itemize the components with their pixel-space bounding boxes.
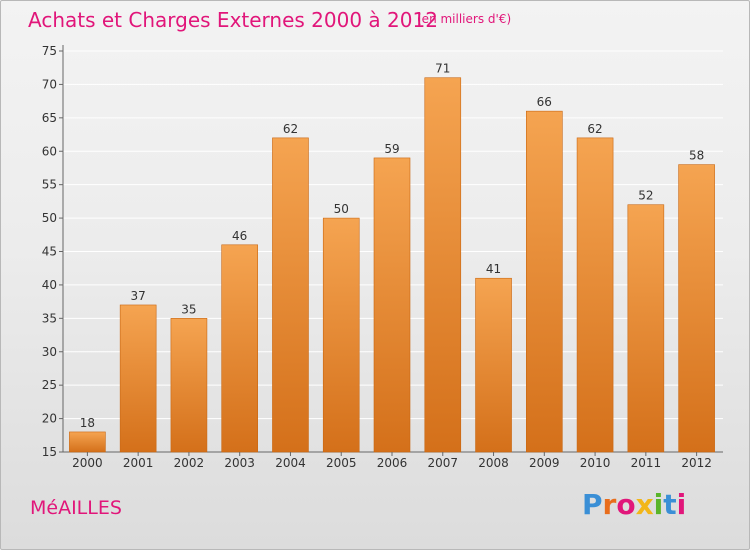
proxiti-logo: Proxiti [582, 488, 686, 521]
bar-value-labels: 18 37 35 46 62 50 59 71 41 66 62 52 58 [80, 62, 705, 430]
y-tick-label: 30 [42, 345, 57, 359]
y-tick-label: 50 [42, 211, 57, 225]
bar-2000 [69, 431, 106, 453]
bar-value-label: 50 [334, 202, 349, 216]
bar-value-label: 62 [283, 122, 298, 136]
y-tick-label: 15 [42, 445, 57, 459]
commune-name: MéAILLES [30, 497, 122, 519]
x-tick-label: 2003 [224, 456, 255, 470]
bar-value-label: 35 [181, 302, 196, 316]
x-tick-labels: 2000 2001 2002 2003 2004 2005 2006 2007 2008 2009… [72, 452, 712, 470]
logo-letter: r [602, 488, 617, 521]
bar-2009 [526, 110, 563, 453]
chart-subtitle: (en milliers d'€) [417, 12, 512, 26]
bar-2008 [475, 277, 512, 453]
bar-2002 [170, 318, 208, 453]
logo-letter: o [616, 488, 636, 521]
y-tick-label: 60 [42, 144, 57, 158]
x-tick-label: 2012 [681, 456, 712, 470]
bar-value-label: 37 [131, 289, 146, 303]
x-tick-label: 2010 [580, 456, 611, 470]
bar-2006 [373, 157, 411, 453]
y-tick-label: 40 [42, 278, 57, 292]
logo-letter: x [635, 488, 654, 521]
bar-2011 [627, 204, 665, 453]
x-tick-label: 2001 [123, 456, 154, 470]
bar-value-label: 71 [435, 62, 450, 76]
y-tick-label: 75 [42, 44, 57, 58]
y-tick-label: 20 [42, 412, 57, 426]
bar-value-label: 58 [689, 149, 704, 163]
y-tick-label: 25 [42, 378, 57, 392]
bar-value-label: 66 [537, 95, 552, 109]
x-tick-label: 2006 [377, 456, 408, 470]
y-tick-label: 45 [42, 245, 57, 259]
x-tick-label: 2011 [631, 456, 662, 470]
bar-value-label: 59 [384, 142, 399, 156]
y-tick-label: 65 [42, 111, 57, 125]
logo-letter: P [582, 488, 603, 521]
logo-letter: t [663, 488, 677, 521]
bar-2004 [272, 137, 309, 453]
bar-value-label: 62 [587, 122, 602, 136]
bar-value-label: 52 [638, 189, 653, 203]
x-tick-label: 2002 [174, 456, 205, 470]
bar-2005 [322, 217, 360, 453]
bars [69, 77, 715, 453]
bar-2001 [119, 304, 157, 453]
x-tick-label: 2004 [275, 456, 306, 470]
bar-2010 [576, 137, 614, 453]
bar-value-label: 18 [80, 416, 95, 430]
y-tick-labels: 15 20 25 30 35 40 45 50 55 60 65 70 75 [42, 44, 57, 459]
x-tick-label: 2009 [529, 456, 560, 470]
x-tick-label: 2005 [326, 456, 357, 470]
x-tick-label: 2008 [478, 456, 509, 470]
logo-letter: i [653, 488, 664, 521]
bar-value-label: 41 [486, 262, 501, 276]
y-tick-label: 70 [42, 77, 57, 91]
bar-value-label: 46 [232, 229, 247, 243]
x-tick-label: 2000 [72, 456, 103, 470]
chart-title: Achats et Charges Externes 2000 à 2012 [28, 8, 438, 32]
bar-2012 [678, 164, 715, 453]
y-tick-label: 35 [42, 311, 57, 325]
logo-letter: i [676, 488, 687, 521]
y-tick-label: 55 [42, 178, 57, 192]
bar-2003 [221, 244, 258, 453]
bar-2007 [424, 77, 462, 453]
x-tick-label: 2007 [427, 456, 458, 470]
